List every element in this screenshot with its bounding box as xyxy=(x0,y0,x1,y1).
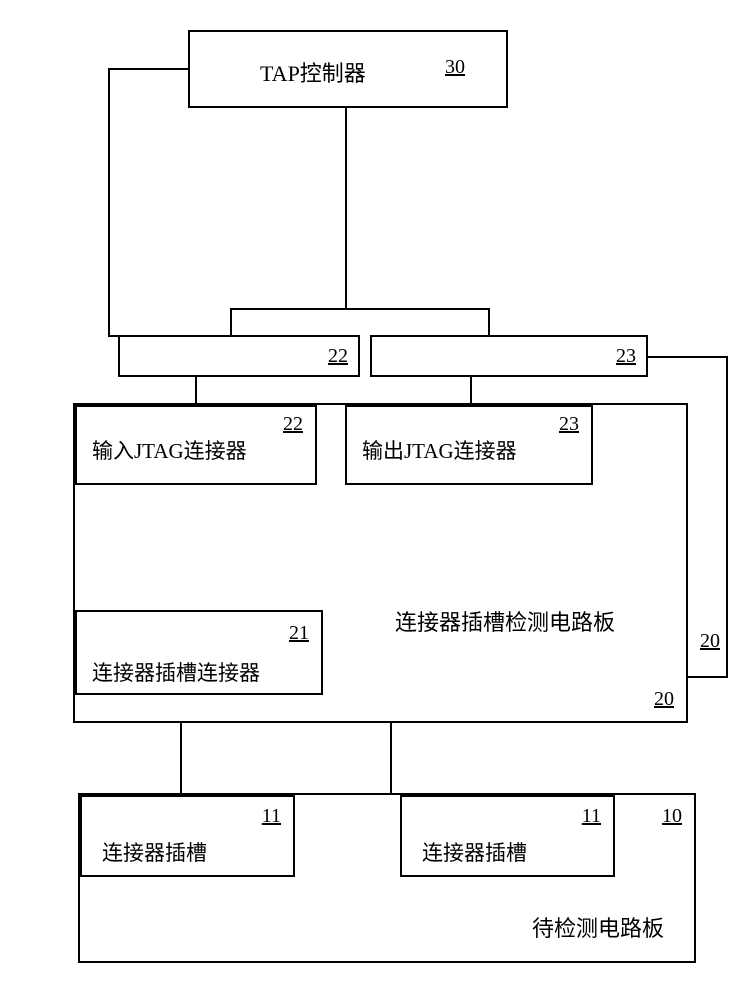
output-jtag-label: 输出JTAG连接器 xyxy=(362,435,517,465)
tap-controller-label: TAP控制器 xyxy=(260,56,366,88)
slot-a-box: 连接器插槽 11 xyxy=(80,795,295,877)
tap-out-b-box: 23 xyxy=(370,335,648,377)
edge-det-to-slot-b xyxy=(390,723,392,795)
detection-board-num-outer: 20 xyxy=(700,630,720,653)
edge-tap-left-h xyxy=(108,68,188,70)
edge-tap-split-h xyxy=(230,308,490,310)
edge-tap-down-v xyxy=(345,108,347,308)
slot-connector-num: 21 xyxy=(289,622,309,645)
tap-controller-num: 30 xyxy=(445,56,465,79)
input-jtag-box: 输入JTAG连接器 22 xyxy=(75,405,317,485)
tap-controller-box: TAP控制器 30 xyxy=(188,30,508,108)
tap-out-b-num: 23 xyxy=(616,345,636,368)
input-jtag-num: 22 xyxy=(283,413,303,436)
diagram-canvas: TAP控制器 30 22 23 连接器插槽检测电路板 20 20 输入JTAG连… xyxy=(0,0,744,1000)
edge-split-left-v xyxy=(230,308,232,337)
edge-ext-h-bot xyxy=(688,676,728,678)
tap-out-a-box: 22 xyxy=(118,335,360,377)
input-jtag-label: 输入JTAG连接器 xyxy=(92,435,247,465)
edge-det-to-slot-a xyxy=(180,723,182,795)
edge-tap-left-v xyxy=(108,68,110,337)
slot-b-num: 11 xyxy=(582,805,601,828)
edge-22-to-input-v xyxy=(195,377,197,405)
edge-ext-v xyxy=(726,356,728,678)
output-jtag-num: 23 xyxy=(559,413,579,436)
slot-b-label: 连接器插槽 xyxy=(422,837,527,867)
edge-split-right-v xyxy=(488,308,490,337)
slot-connector-label: 连接器插槽连接器 xyxy=(92,657,260,687)
detection-board-num-inner: 20 xyxy=(654,688,674,711)
edge-ext-h-top xyxy=(648,356,728,358)
edge-23-to-output-v xyxy=(470,377,472,405)
tap-out-a-num: 22 xyxy=(328,345,348,368)
slot-connector-box: 连接器插槽连接器 21 xyxy=(75,610,323,695)
target-board-num: 10 xyxy=(662,805,682,828)
slot-b-box: 连接器插槽 11 xyxy=(400,795,615,877)
slot-a-num: 11 xyxy=(262,805,281,828)
target-board-label: 待检测电路板 xyxy=(532,911,664,943)
slot-a-label: 连接器插槽 xyxy=(102,837,207,867)
detection-board-label: 连接器插槽检测电路板 xyxy=(395,605,615,637)
output-jtag-box: 输出JTAG连接器 23 xyxy=(345,405,593,485)
